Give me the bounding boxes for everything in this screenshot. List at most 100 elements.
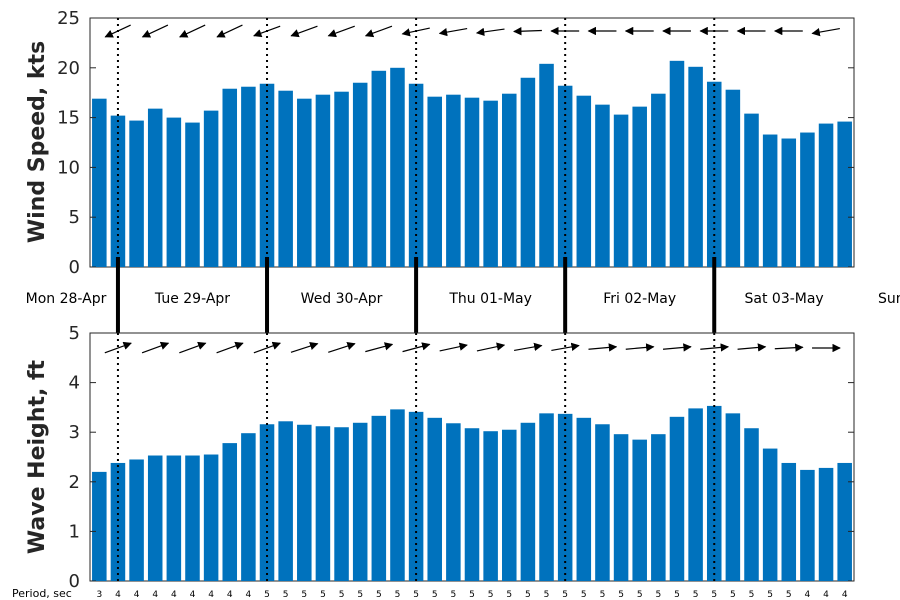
wave-bar	[632, 439, 647, 581]
wind-y-ticks: 0 5 10 15 20 25	[57, 8, 854, 278]
period-value: 4	[171, 590, 177, 600]
period-value: 5	[544, 590, 550, 600]
wave-bar	[222, 443, 238, 581]
wave-bar	[557, 413, 573, 581]
wave-bar	[390, 409, 405, 581]
wind-bar	[613, 114, 629, 267]
wave-bar	[520, 422, 536, 581]
wind-direction-arrow	[216, 24, 243, 38]
wind-bar	[800, 132, 815, 267]
period-value: 4	[227, 590, 233, 600]
wind-speed-panel: 0 5 10 15 20 25 Wind Speed, kts	[25, 8, 855, 278]
wave-bar	[371, 415, 387, 581]
day-label: Thu 01-May	[448, 291, 532, 307]
period-value: 4	[823, 590, 829, 600]
period-value: 5	[562, 590, 568, 600]
wave-ytick-label: 5	[69, 323, 80, 344]
wave-direction-arrow	[253, 341, 281, 354]
wave-direction-arrow	[476, 342, 506, 352]
wave-direction-arrows	[104, 341, 841, 354]
period-value: 5	[767, 590, 773, 600]
period-value: 5	[693, 590, 699, 600]
wave-bar	[92, 471, 107, 581]
period-value: 4	[842, 590, 848, 600]
wind-bar	[781, 138, 797, 267]
wind-bar	[669, 60, 685, 267]
wave-direction-arrow	[216, 341, 244, 354]
wind-bar	[110, 115, 126, 267]
period-value: 5	[525, 590, 531, 600]
wave-bar	[334, 427, 349, 581]
wave-bar	[781, 462, 797, 581]
wind-bar	[427, 96, 442, 268]
wind-direction-arrow	[104, 24, 131, 38]
period-value: 4	[152, 590, 158, 600]
wind-bar	[502, 93, 517, 267]
wind-direction-arrows	[104, 24, 840, 38]
wind-bars	[92, 60, 852, 268]
wind-direction-arrow	[475, 27, 505, 37]
wave-bar	[837, 462, 852, 581]
period-value: 4	[115, 590, 121, 600]
period-value: 5	[432, 590, 438, 600]
wave-ytick-label: 2	[69, 472, 80, 493]
wave-direction-arrow	[402, 342, 431, 353]
wave-bar	[651, 434, 666, 581]
wave-bar	[502, 429, 517, 581]
period-value: 5	[730, 590, 736, 600]
wave-bar	[129, 459, 144, 581]
wind-bar	[129, 120, 144, 267]
period-value: 5	[376, 590, 382, 600]
wave-bar	[241, 433, 256, 581]
wave-direction-arrow	[737, 343, 767, 352]
period-value: 5	[674, 590, 680, 600]
wave-bar	[762, 448, 778, 581]
wind-bar	[334, 91, 349, 267]
wind-direction-arrow	[327, 25, 355, 38]
wind-direction-arrow	[290, 25, 318, 38]
day-label: Mon 28-Apr	[26, 291, 107, 307]
wave-bar	[278, 421, 293, 581]
wind-bar	[352, 82, 368, 268]
period-value: 4	[208, 590, 214, 600]
wave-direction-arrow	[700, 343, 730, 352]
wave-direction-arrow	[662, 343, 692, 352]
wind-bar	[744, 113, 759, 268]
wind-bar	[837, 121, 852, 267]
wind-ytick-label: 0	[69, 257, 80, 278]
wave-ytick-label: 1	[69, 521, 80, 542]
period-value: 5	[488, 590, 494, 600]
wave-direction-arrow	[104, 341, 132, 354]
wind-bar	[762, 134, 778, 267]
wave-ytick-label: 4	[69, 373, 80, 394]
wind-bar	[446, 94, 461, 267]
wave-direction-arrow	[365, 342, 394, 353]
wave-direction-arrow	[625, 343, 655, 352]
wave-bar	[669, 416, 685, 581]
period-row: Period, sec 3 4 4 4 4 4 4 4 4 5 5 5 5 5 5 5 5 5 5 5 5 5 5 5 5 5 5 5…	[12, 587, 848, 600]
period-value: 3	[96, 590, 102, 600]
wind-bar	[371, 70, 387, 267]
period-value: 5	[581, 590, 587, 600]
wind-bar	[818, 123, 834, 267]
wind-ytick-label: 10	[57, 157, 80, 178]
wind-direction-arrow	[253, 25, 281, 38]
wave-bar	[744, 428, 759, 581]
wave-bar	[464, 428, 480, 581]
wind-ytick-label: 25	[57, 8, 80, 29]
wave-direction-arrow	[141, 341, 170, 354]
wind-ytick-label: 20	[57, 58, 80, 79]
wave-direction-arrow	[179, 341, 207, 354]
wind-bar	[632, 106, 647, 267]
wind-bar	[297, 98, 312, 268]
period-value: 5	[413, 590, 419, 600]
wind-ytick-label: 15	[57, 108, 80, 129]
wind-bar	[725, 89, 741, 268]
period-value: 5	[469, 590, 475, 600]
period-value: 5	[749, 590, 755, 600]
wind-bar	[464, 97, 480, 268]
wave-bar	[595, 424, 610, 581]
day-label-band: Mon 28-Apr Tue 29-Apr Wed 30-Apr Thu 01-May…	[26, 257, 900, 333]
wind-bar	[278, 90, 293, 268]
wave-bar	[315, 426, 331, 581]
